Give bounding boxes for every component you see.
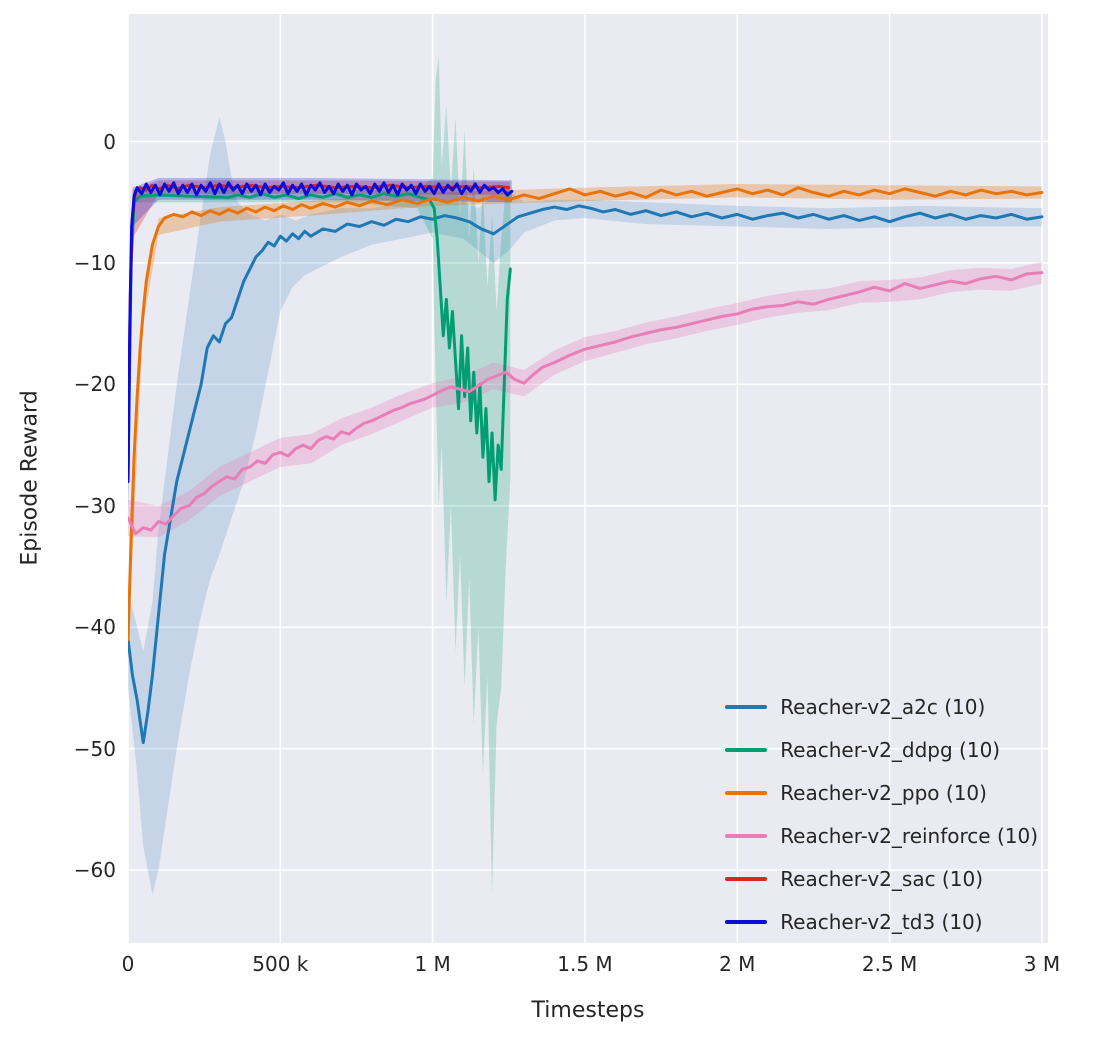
legend: Reacher-v2_a2c (10) Reacher-v2_ddpg (10) R… — [725, 696, 1038, 933]
x-tick-label: 500 k — [252, 952, 309, 976]
series-line-td3 — [128, 181, 514, 484]
y-tick-label: −30 — [73, 493, 116, 518]
x-tick-label: 2 M — [719, 952, 756, 976]
legend-item-ddpg: Reacher-v2_ddpg (10) — [725, 739, 1038, 761]
legend-item-sac: Reacher-v2_sac (10) — [725, 868, 1038, 890]
x-tick-label: 1.5 M — [557, 952, 613, 976]
x-tick-label: 1 M — [414, 952, 451, 976]
y-axis-title: Episode Reward — [17, 390, 43, 566]
y-tick-label: 0 — [103, 129, 116, 154]
legend-line-swatch — [725, 748, 768, 752]
legend-label: Reacher-v2_reinforce (10) — [780, 824, 1038, 848]
series-line-ppo — [128, 186, 1044, 641]
y-tick-label: −10 — [73, 250, 116, 275]
legend-line-swatch — [725, 877, 768, 881]
legend-line-swatch — [725, 920, 768, 924]
series-line-ddpg — [128, 192, 512, 502]
y-tick-label: −40 — [73, 615, 116, 640]
confidence-band-reinforce — [128, 261, 1042, 538]
y-tick-label: −60 — [73, 858, 116, 883]
legend-label: Reacher-v2_td3 (10) — [780, 910, 983, 934]
confidence-band-a2c — [128, 117, 1042, 895]
legend-item-a2c: Reacher-v2_a2c (10) — [725, 696, 1038, 718]
legend-label: Reacher-v2_ddpg (10) — [780, 738, 1001, 762]
series-line-a2c — [128, 204, 1044, 745]
x-tick-label: 3 M — [1023, 952, 1061, 976]
legend-line-swatch — [725, 791, 768, 795]
x-axis-title: Timesteps — [531, 998, 645, 1023]
legend-item-reinforce: Reacher-v2_reinforce (10) — [725, 825, 1038, 847]
y-tick-label: −50 — [73, 736, 116, 761]
y-tick-label: −20 — [73, 372, 116, 397]
legend-line-swatch — [725, 834, 768, 838]
legend-item-ppo: Reacher-v2_ppo (10) — [725, 782, 1038, 804]
legend-label: Reacher-v2_a2c (10) — [780, 695, 986, 719]
x-tick-label: 0 — [121, 952, 135, 976]
chart-canvas — [128, 14, 1048, 943]
plot-area: Reacher-v2_a2c (10) Reacher-v2_ddpg (10) R… — [128, 14, 1048, 943]
legend-item-td3: Reacher-v2_td3 (10) — [725, 911, 1038, 933]
series-line-reinforce — [128, 271, 1044, 536]
x-tick-label: 2.5 M — [861, 952, 918, 976]
legend-line-swatch — [725, 705, 768, 709]
legend-label: Reacher-v2_sac (10) — [780, 867, 983, 891]
legend-label: Reacher-v2_ppo (10) — [780, 781, 987, 805]
